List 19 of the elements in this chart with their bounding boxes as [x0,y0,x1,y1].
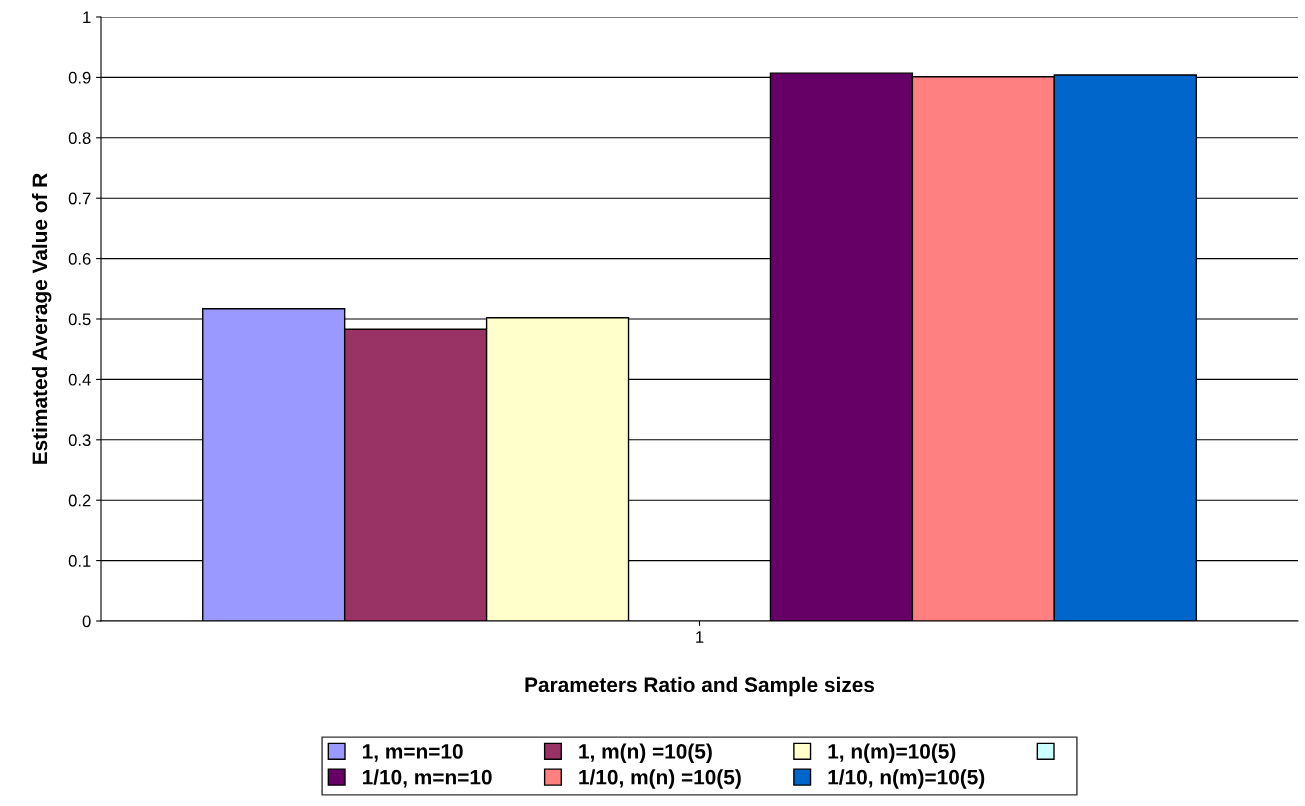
y-tick-label: 0 [82,615,91,628]
y-tick-label: 0.6 [68,253,91,265]
legend-label: 1/10, n(m)=10(5) [828,769,985,789]
y-tick-label: 0.3 [68,434,91,446]
legend-label: 1, m(n) =10(5) [579,743,712,763]
y-tick-label: 0.8 [68,132,91,144]
y-tick-label: 0.9 [68,71,91,84]
legend-label: 1/10, m=n=10 [362,769,492,788]
legend-label: 1, m=n=10 [362,744,463,762]
legend-label: 1/10, m(n) =10(5) [579,769,741,789]
x-axis-title: Parameters Ratio and Sample sizes [525,676,875,697]
y-tick-label: 0.2 [68,494,91,507]
y-tick-label: 0.4 [68,373,91,386]
y-tick-label: 0.7 [68,192,91,205]
legend-label: 1, n(m)=10(5) [828,743,956,763]
y-axis-title: Estimated Average Value of R [31,173,52,464]
y-tick-label: 0.1 [68,555,91,567]
y-tick-label: 1 [83,11,91,24]
y-tick-label: 0.5 [68,313,91,326]
